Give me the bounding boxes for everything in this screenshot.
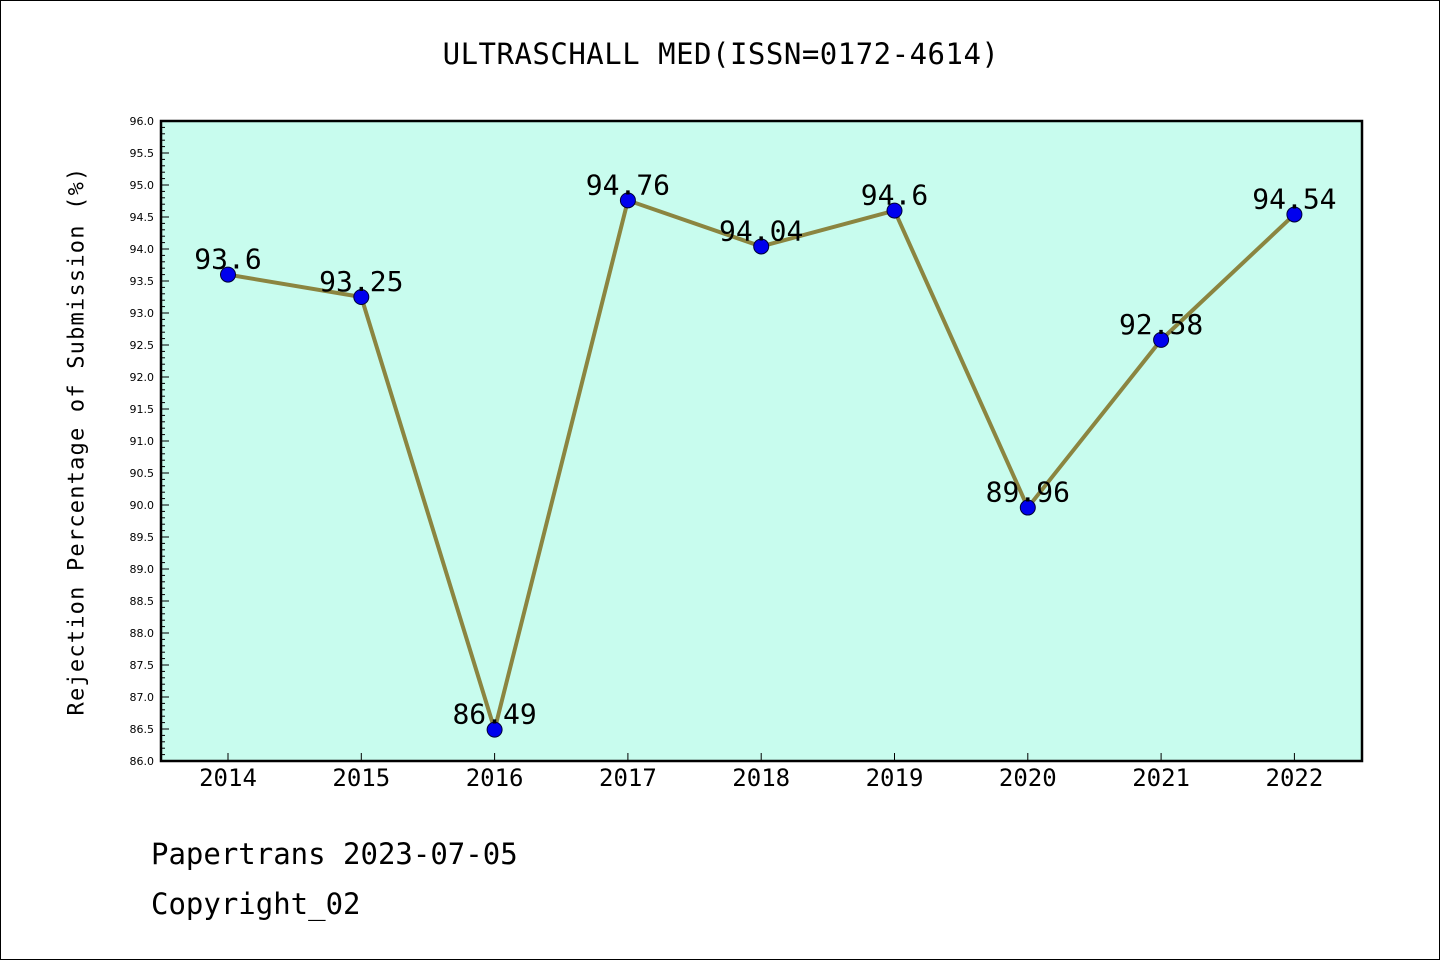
y-tick-label: 89.5 [130, 531, 155, 544]
data-point [886, 202, 903, 219]
y-tick-label: 88.5 [130, 595, 155, 608]
plot-area [161, 121, 1362, 761]
y-tick-label: 93.0 [130, 307, 155, 320]
data-point [1286, 206, 1303, 223]
data-label: 94.54 [1252, 182, 1336, 215]
y-tick-label: 87.5 [130, 659, 155, 672]
data-label: 93.25 [319, 265, 403, 298]
data-point [220, 266, 236, 283]
data-label: 86.49 [452, 698, 536, 731]
y-tick-label: 87.0 [130, 691, 155, 704]
y-tick-label: 86.5 [130, 723, 155, 736]
footer-copyright: Copyright_02 [151, 887, 361, 921]
plot-border [159, 119, 1364, 763]
y-tick-label: 91.0 [130, 435, 155, 448]
x-tick-label: 2022 [1266, 764, 1324, 792]
y-tick-label: 94.0 [130, 243, 155, 256]
x-tick-label: 2018 [732, 764, 790, 792]
data-label: 89.96 [986, 476, 1070, 509]
data-label: 94.76 [586, 168, 670, 201]
y-tick-label: 91.5 [130, 403, 155, 416]
y-tick-label: 93.5 [130, 275, 155, 288]
data-point [619, 192, 636, 209]
footer-date: Papertrans 2023-07-05 [151, 837, 518, 871]
y-tick-label: 95.5 [130, 147, 155, 160]
y-tick-label: 92.0 [130, 371, 155, 384]
data-point [1153, 331, 1170, 348]
y-tick-label: 88.0 [130, 627, 155, 640]
chart-title: ULTRASCHALL MED(ISSN=0172-4614) [442, 37, 1000, 71]
x-tick-label: 2020 [999, 764, 1057, 792]
x-tick-label: 2021 [1132, 764, 1190, 792]
data-point [1019, 499, 1036, 516]
y-tick-label: 95.0 [130, 179, 155, 192]
x-tick-label: 2019 [866, 764, 924, 792]
data-label: 92.58 [1119, 308, 1203, 341]
data-point [353, 289, 370, 305]
data-label: 94.6 [861, 179, 928, 212]
y-tick-label: 90.0 [130, 499, 155, 512]
x-tick-label: 2014 [199, 764, 257, 792]
y-tick-label: 92.5 [130, 339, 155, 352]
data-label: 93.6 [194, 243, 261, 276]
x-tick-label: 2015 [332, 764, 390, 792]
data-label: 94.04 [719, 214, 803, 247]
x-tick-label: 2016 [466, 764, 524, 792]
data-point [753, 238, 770, 255]
data-point [486, 721, 503, 738]
y-tick-label: 90.5 [130, 467, 155, 480]
y-tick-label: 96.0 [130, 115, 155, 128]
y-tick-label: 86.0 [130, 755, 155, 768]
y-tick-label: 89.0 [130, 563, 155, 576]
x-tick-label: 2017 [599, 764, 657, 792]
y-tick-label: 94.5 [130, 211, 155, 224]
